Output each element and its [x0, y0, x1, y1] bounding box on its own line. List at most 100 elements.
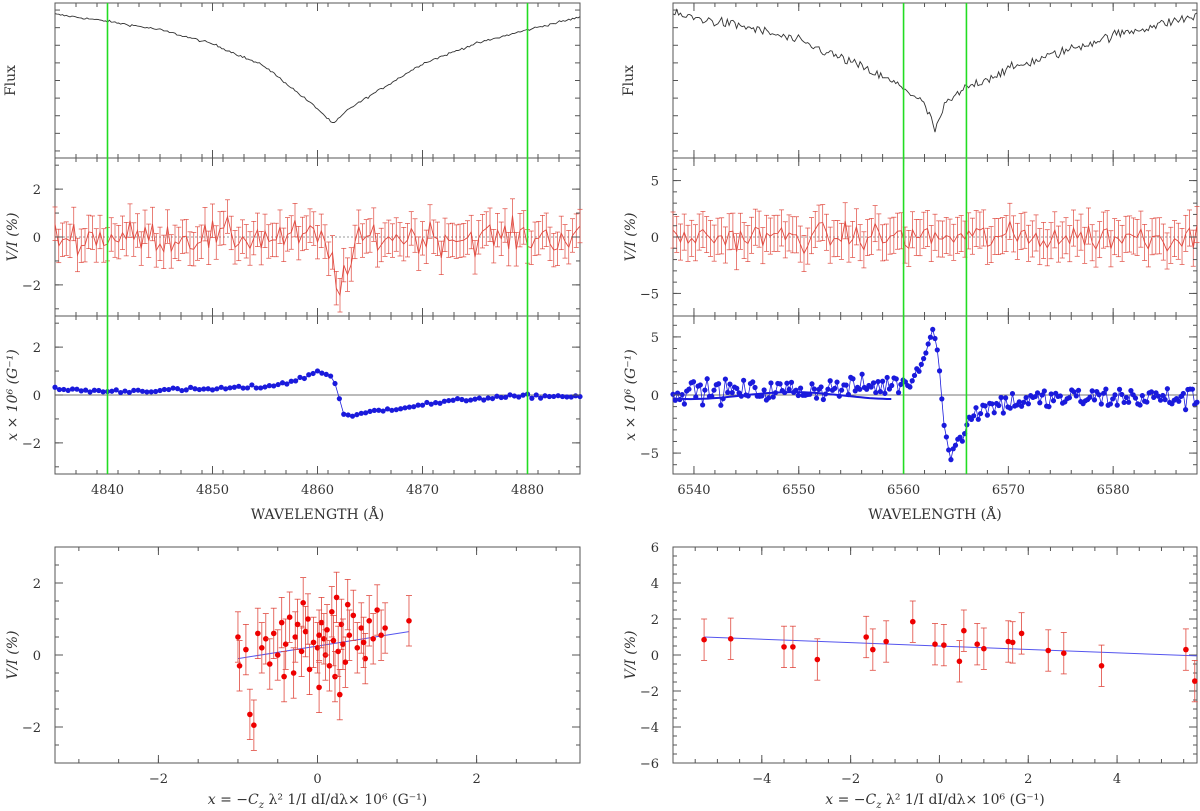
halpha-x-tick-label: 5: [651, 331, 659, 346]
scatter-point: [1045, 647, 1052, 654]
scatter-point: [974, 641, 980, 647]
halpha-flux-frame: [672, 2, 1198, 159]
hbeta-regression-y-tick-label: 0: [33, 649, 41, 664]
halpha-regression-x-tick-label: −2: [841, 772, 860, 787]
hbeta-v-tick-label: 0: [33, 231, 41, 246]
halpha-v-line: [672, 219, 1198, 255]
hbeta-x-ylabel: x × 10⁶ (G⁻¹): [5, 349, 21, 441]
halpha-flux-line: [672, 8, 1198, 133]
halpha-v-tick-label: −5: [640, 287, 659, 302]
hbeta-wl-tick-label: 4860: [301, 483, 334, 498]
scatter-point: [255, 630, 261, 637]
scatter-point: [863, 634, 869, 640]
hbeta-v-tick-label: −2: [22, 279, 41, 294]
hbeta-regression-x-tick-label: −2: [149, 772, 168, 787]
scatter-point: [247, 711, 253, 718]
halpha-regression-y-tick-label: −6: [640, 757, 659, 772]
halpha-x-tick-label: −5: [640, 447, 659, 462]
scatter-point: [1183, 646, 1189, 653]
halpha-v-tick-label: 0: [651, 231, 659, 246]
scatter-point: [883, 638, 889, 645]
hbeta-x-tick-label: 0: [33, 389, 41, 404]
hbeta-v-ylabel: V/I (%): [5, 212, 21, 261]
halpha-regression-x-tick-label: 2: [1024, 772, 1032, 787]
scatter-point: [335, 648, 341, 655]
scatter-point: [727, 636, 734, 642]
hbeta-x-tick-label: 2: [33, 341, 41, 356]
halpha-wl-tick-label: 6570: [992, 483, 1025, 498]
halpha-regression-x-tick-label: 4: [1113, 772, 1121, 787]
scatter-point: [1098, 663, 1105, 669]
scatter-point: [259, 645, 265, 651]
scatter-point: [814, 656, 821, 663]
scatter-point: [316, 632, 322, 638]
scatter-point: [406, 618, 412, 624]
scatter-point: [701, 636, 707, 643]
scatter-point: [1060, 650, 1067, 656]
hbeta-flux-ylabel: Flux: [3, 65, 19, 96]
scatter-point: [290, 670, 297, 676]
scatter-point: [790, 644, 796, 650]
scatter-point: [318, 619, 325, 626]
halpha-regression-points: [701, 600, 1198, 703]
scatter-point: [302, 628, 309, 635]
scatter-point: [1018, 630, 1025, 637]
scatter-point: [378, 632, 384, 638]
scatter-point: [961, 627, 967, 634]
hbeta-wl-xlabel: WAVELENGTH (Å): [251, 505, 384, 523]
scatter-point: [278, 619, 285, 626]
scatter-point: [344, 601, 351, 608]
scatter-point: [326, 663, 333, 669]
halpha-regression-y-tick-label: 4: [651, 577, 659, 592]
hbeta-wl-tick-label: 4870: [406, 483, 439, 498]
halpha-wl-tick-label: 6550: [782, 483, 815, 498]
scatter-point: [370, 636, 376, 642]
scatter-point: [305, 616, 311, 622]
hbeta-v-line: [54, 214, 581, 297]
scatter-point: [342, 659, 349, 665]
hbeta-regression-x-tick-label: 0: [313, 772, 321, 787]
scatter-point: [346, 632, 353, 638]
hbeta-flux-frame: [54, 2, 581, 159]
hbeta-x-tick-label: −2: [22, 437, 41, 452]
scatter-point: [1191, 678, 1198, 684]
scatter-point: [286, 614, 293, 620]
scatter-point: [330, 637, 337, 644]
scatter-point: [243, 646, 249, 653]
scatter-point: [306, 666, 313, 673]
scatter-point: [316, 684, 322, 691]
scatter-point: [298, 648, 305, 655]
scatter-point: [332, 673, 338, 680]
scatter-point: [956, 658, 963, 665]
scatter-point: [981, 645, 987, 652]
scatter-point: [324, 627, 330, 633]
hbeta-regression-y-tick-label: −2: [22, 721, 41, 736]
halpha-regression-y-tick-label: 6: [651, 541, 659, 556]
scatter-point: [310, 639, 317, 646]
halpha-x-ylabel: x × 10⁶ (G⁻¹): [623, 349, 639, 441]
halpha-regression-xlabel: x = −Cz λ² 1/I dI/dλ× 10⁶ (G⁻¹): [825, 792, 1044, 811]
halpha-x-tick-label: 0: [651, 389, 659, 404]
hbeta-flux-line: [54, 13, 581, 123]
halpha-v-tick-label: 5: [651, 175, 659, 190]
halpha-wl-tick-label: 6560: [887, 483, 920, 498]
scatter-point: [870, 646, 876, 653]
halpha-regression-x-tick-label: −4: [752, 772, 771, 787]
scatter-point: [236, 663, 243, 669]
scatter-point: [329, 609, 335, 615]
hbeta-wl-tick-label: 4850: [196, 483, 229, 498]
hbeta-regression-y-tick-label: 2: [33, 577, 41, 592]
scatter-point: [274, 652, 281, 658]
scatter-point: [270, 630, 277, 637]
x-data-point: [670, 391, 676, 397]
scatter-point: [374, 607, 380, 613]
scatter-point: [1009, 639, 1016, 646]
halpha-wl-xlabel: WAVELENGTH (Å): [868, 505, 1001, 523]
hbeta-v-tick-label: 2: [33, 183, 41, 198]
scatter-point: [340, 641, 346, 647]
hbeta-regression-xlabel: x = −Cz λ² 1/I dI/dλ× 10⁶ (G⁻¹): [208, 792, 427, 811]
hbeta-v-errorbars: [52, 198, 583, 313]
halpha-regression-ylabel: V/I (%): [623, 630, 639, 679]
scatter-point: [350, 612, 357, 619]
